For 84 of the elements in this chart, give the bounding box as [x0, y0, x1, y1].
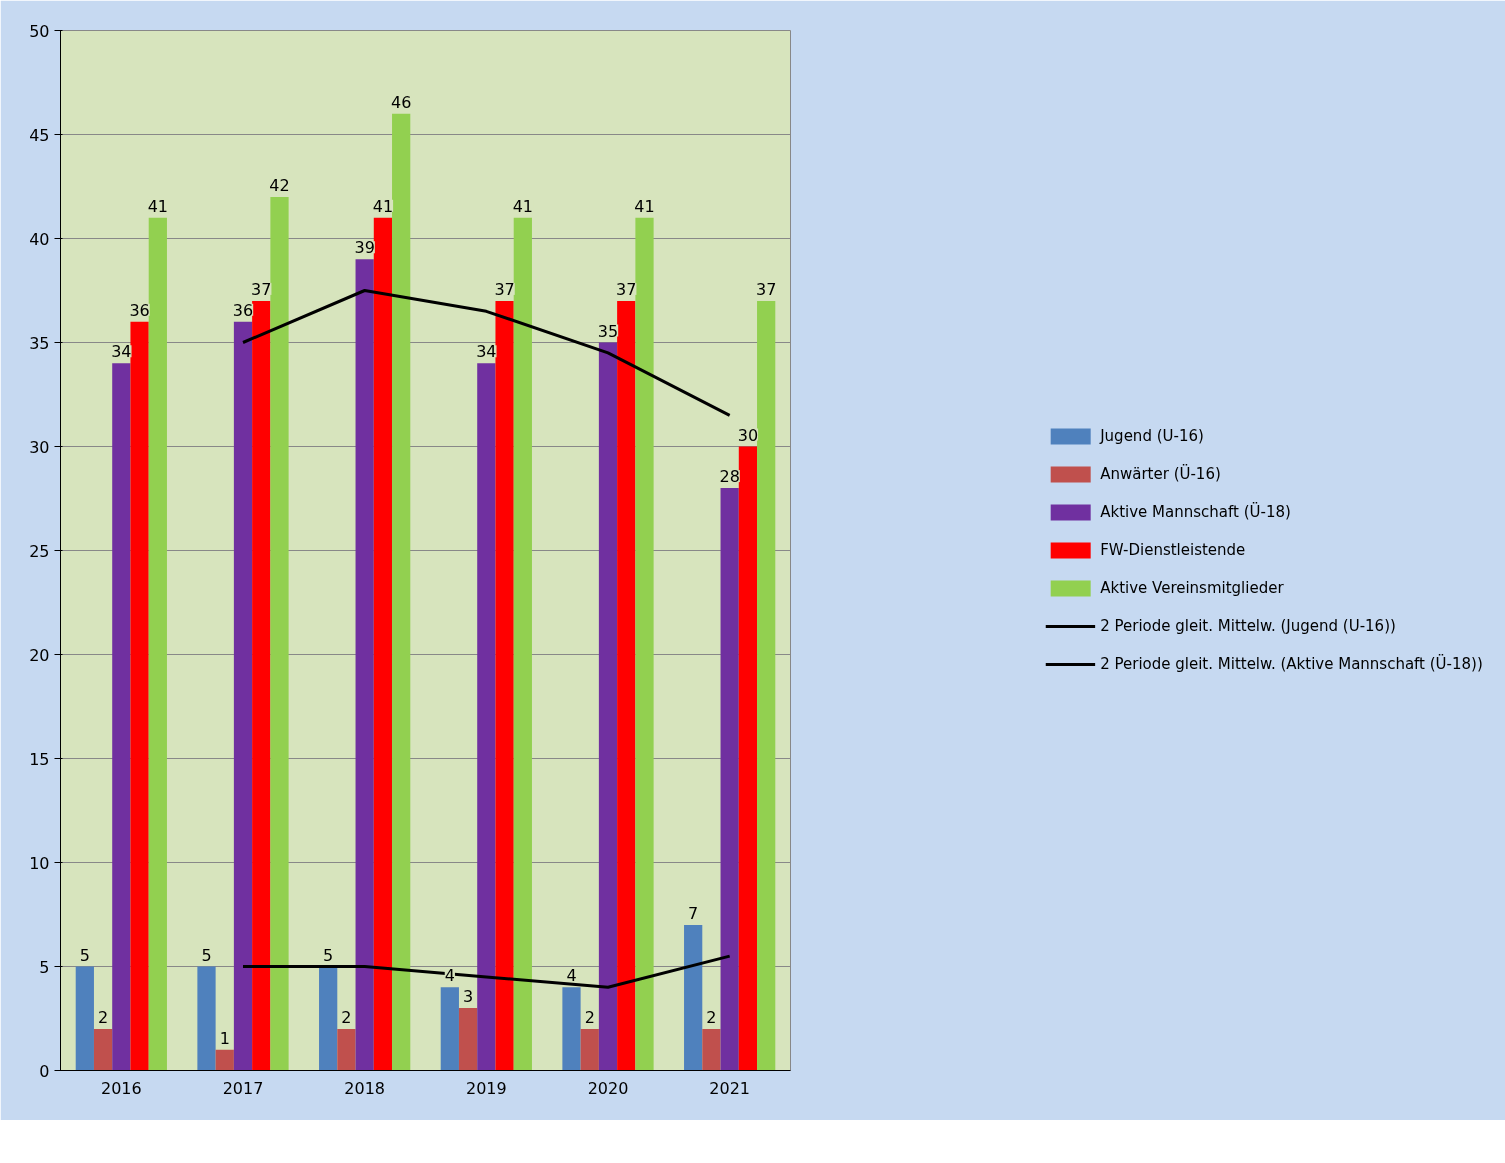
bar [720, 488, 739, 1071]
legend-label: 2 Periode gleit. Mittelw. (Jugend (U-16)) [1100, 617, 1396, 635]
x-tick-label: 2018 [344, 1078, 386, 1098]
data-label: 41 [372, 196, 394, 216]
y-tick-label: 25 [29, 541, 50, 561]
bar [337, 1028, 356, 1071]
legend-label: Anwärter (Ü-16) [1100, 465, 1221, 483]
x-tick-label: 2017 [222, 1078, 264, 1098]
data-label: 39 [354, 238, 375, 258]
bar [112, 363, 131, 1071]
bar [392, 113, 411, 1071]
data-label: 2 [584, 1007, 595, 1027]
bar [702, 1028, 721, 1071]
data-label: 34 [111, 342, 132, 362]
bar [148, 217, 167, 1071]
data-label: 5 [79, 945, 90, 965]
legend-label: FW-Dienstleistende [1100, 541, 1246, 559]
data-label: 34 [476, 342, 497, 362]
data-label: 2 [341, 1007, 352, 1027]
bar [580, 1028, 599, 1071]
bar [738, 446, 758, 1071]
bar [75, 966, 94, 1071]
data-label: 5 [323, 945, 334, 965]
data-label: 7 [688, 903, 699, 923]
data-label: 37 [755, 279, 777, 299]
bar [617, 300, 636, 1071]
data-label: 3 [462, 987, 474, 1007]
legend-label: Jugend (U-16) [1100, 427, 1204, 445]
data-label: 41 [512, 196, 534, 216]
bar [252, 300, 271, 1071]
bar [513, 217, 532, 1071]
bar [355, 259, 374, 1071]
data-label: 28 [719, 467, 740, 487]
bar [197, 966, 216, 1071]
y-tick-label: 45 [29, 125, 50, 145]
data-label: 46 [390, 92, 412, 112]
x-tick-label: 2016 [100, 1078, 142, 1098]
y-tick-label: 20 [29, 645, 50, 665]
data-label: 1 [219, 1028, 230, 1048]
x-tick-label: 2019 [465, 1078, 507, 1098]
data-label: 2 [97, 1007, 109, 1027]
data-label: 4 [444, 966, 455, 986]
x-tick-label: 2021 [709, 1078, 751, 1098]
data-label: 37 [251, 279, 272, 299]
bar [215, 1049, 234, 1071]
data-label: 35 [597, 321, 619, 341]
bar [757, 300, 776, 1071]
y-tick-label: 30 [29, 437, 50, 457]
legend-label: Aktive Mannschaft (Ü-18) [1100, 503, 1291, 521]
bar [598, 342, 618, 1071]
bar [458, 1008, 478, 1071]
y-tick-label: 50 [29, 21, 50, 41]
data-label: 30 [737, 425, 759, 445]
bar [130, 321, 149, 1071]
bar [270, 196, 289, 1071]
data-label: 4 [566, 966, 577, 986]
bar [477, 363, 496, 1071]
bar [684, 924, 703, 1071]
data-label: 42 [269, 175, 290, 195]
bar [373, 217, 393, 1071]
data-label: 5 [201, 945, 212, 965]
data-label: 41 [147, 196, 169, 216]
legend-label: Aktive Vereinsmitglieder [1100, 579, 1284, 597]
data-label: 36 [129, 300, 150, 320]
data-label: 37 [616, 279, 637, 299]
y-tick-label: 35 [29, 333, 50, 353]
bar [233, 321, 253, 1071]
bar [93, 1028, 113, 1071]
data-label: 2 [706, 1007, 717, 1027]
y-tick-label: 5 [39, 957, 50, 977]
y-tick-label: 10 [29, 853, 50, 873]
data-label: 37 [494, 279, 515, 299]
bar [319, 966, 338, 1071]
y-tick-label: 40 [29, 229, 50, 249]
bar [562, 987, 581, 1071]
bar [440, 987, 459, 1071]
y-tick-label: 0 [39, 1061, 50, 1081]
data-label: 41 [634, 196, 655, 216]
y-tick-label: 15 [29, 749, 50, 769]
bar [495, 300, 514, 1071]
bar [635, 217, 654, 1071]
x-tick-label: 2020 [587, 1078, 629, 1098]
data-label: 36 [232, 300, 254, 320]
legend-label: 2 Periode gleit. Mittelw. (Aktive Mannschaft (Ü-18)) [1100, 655, 1483, 673]
